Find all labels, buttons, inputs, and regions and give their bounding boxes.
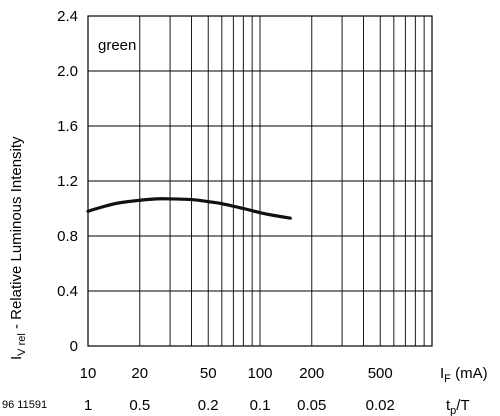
x2-tick-label: 0.2 — [198, 397, 219, 414]
x2-tick-label: 0.5 — [129, 397, 150, 414]
plot-frame — [87, 15, 433, 347]
y-tick-label: 1.2 — [57, 173, 78, 190]
x2-tick-labels: 1 0.5 0.2 0.1 0.05 0.02 — [84, 397, 395, 414]
x-tick-labels: 10 20 50 100 200 500 — [80, 365, 393, 382]
series-curve — [86, 197, 292, 220]
x2-tick-label: 1 — [84, 397, 92, 414]
x-axis-label: IF (mA) — [440, 365, 488, 385]
x2-axis-label: tp/T — [446, 397, 470, 416]
x2-tick-label: 0.05 — [297, 397, 326, 414]
grid — [87, 15, 432, 347]
document-number: 96 11591 — [2, 399, 47, 411]
y-tick-label: 2.4 — [57, 8, 78, 25]
y-tick-label: 2.0 — [57, 63, 78, 80]
y-axis-label: IV rel - Relative Luminous Intensity — [8, 136, 28, 360]
x-tick-label: 50 — [200, 365, 217, 382]
y-tick-label: 0 — [70, 338, 78, 355]
y-tick-label: 1.6 — [57, 118, 78, 135]
x-tick-label: 500 — [368, 365, 393, 382]
x-tick-label: 10 — [80, 365, 97, 382]
x-tick-label: 200 — [299, 365, 324, 382]
x-tick-label: 20 — [131, 365, 148, 382]
legend-label: green — [98, 37, 136, 54]
x-tick-label: 100 — [247, 365, 272, 382]
series-line-green — [86, 197, 292, 220]
y-tick-label: 0.4 — [57, 283, 78, 300]
x2-tick-label: 0.02 — [366, 397, 395, 414]
y-tick-labels: 0 0.4 0.8 1.2 1.6 2.0 2.4 — [57, 8, 78, 355]
x2-tick-label: 0.1 — [250, 397, 271, 414]
y-tick-label: 0.8 — [57, 228, 78, 245]
